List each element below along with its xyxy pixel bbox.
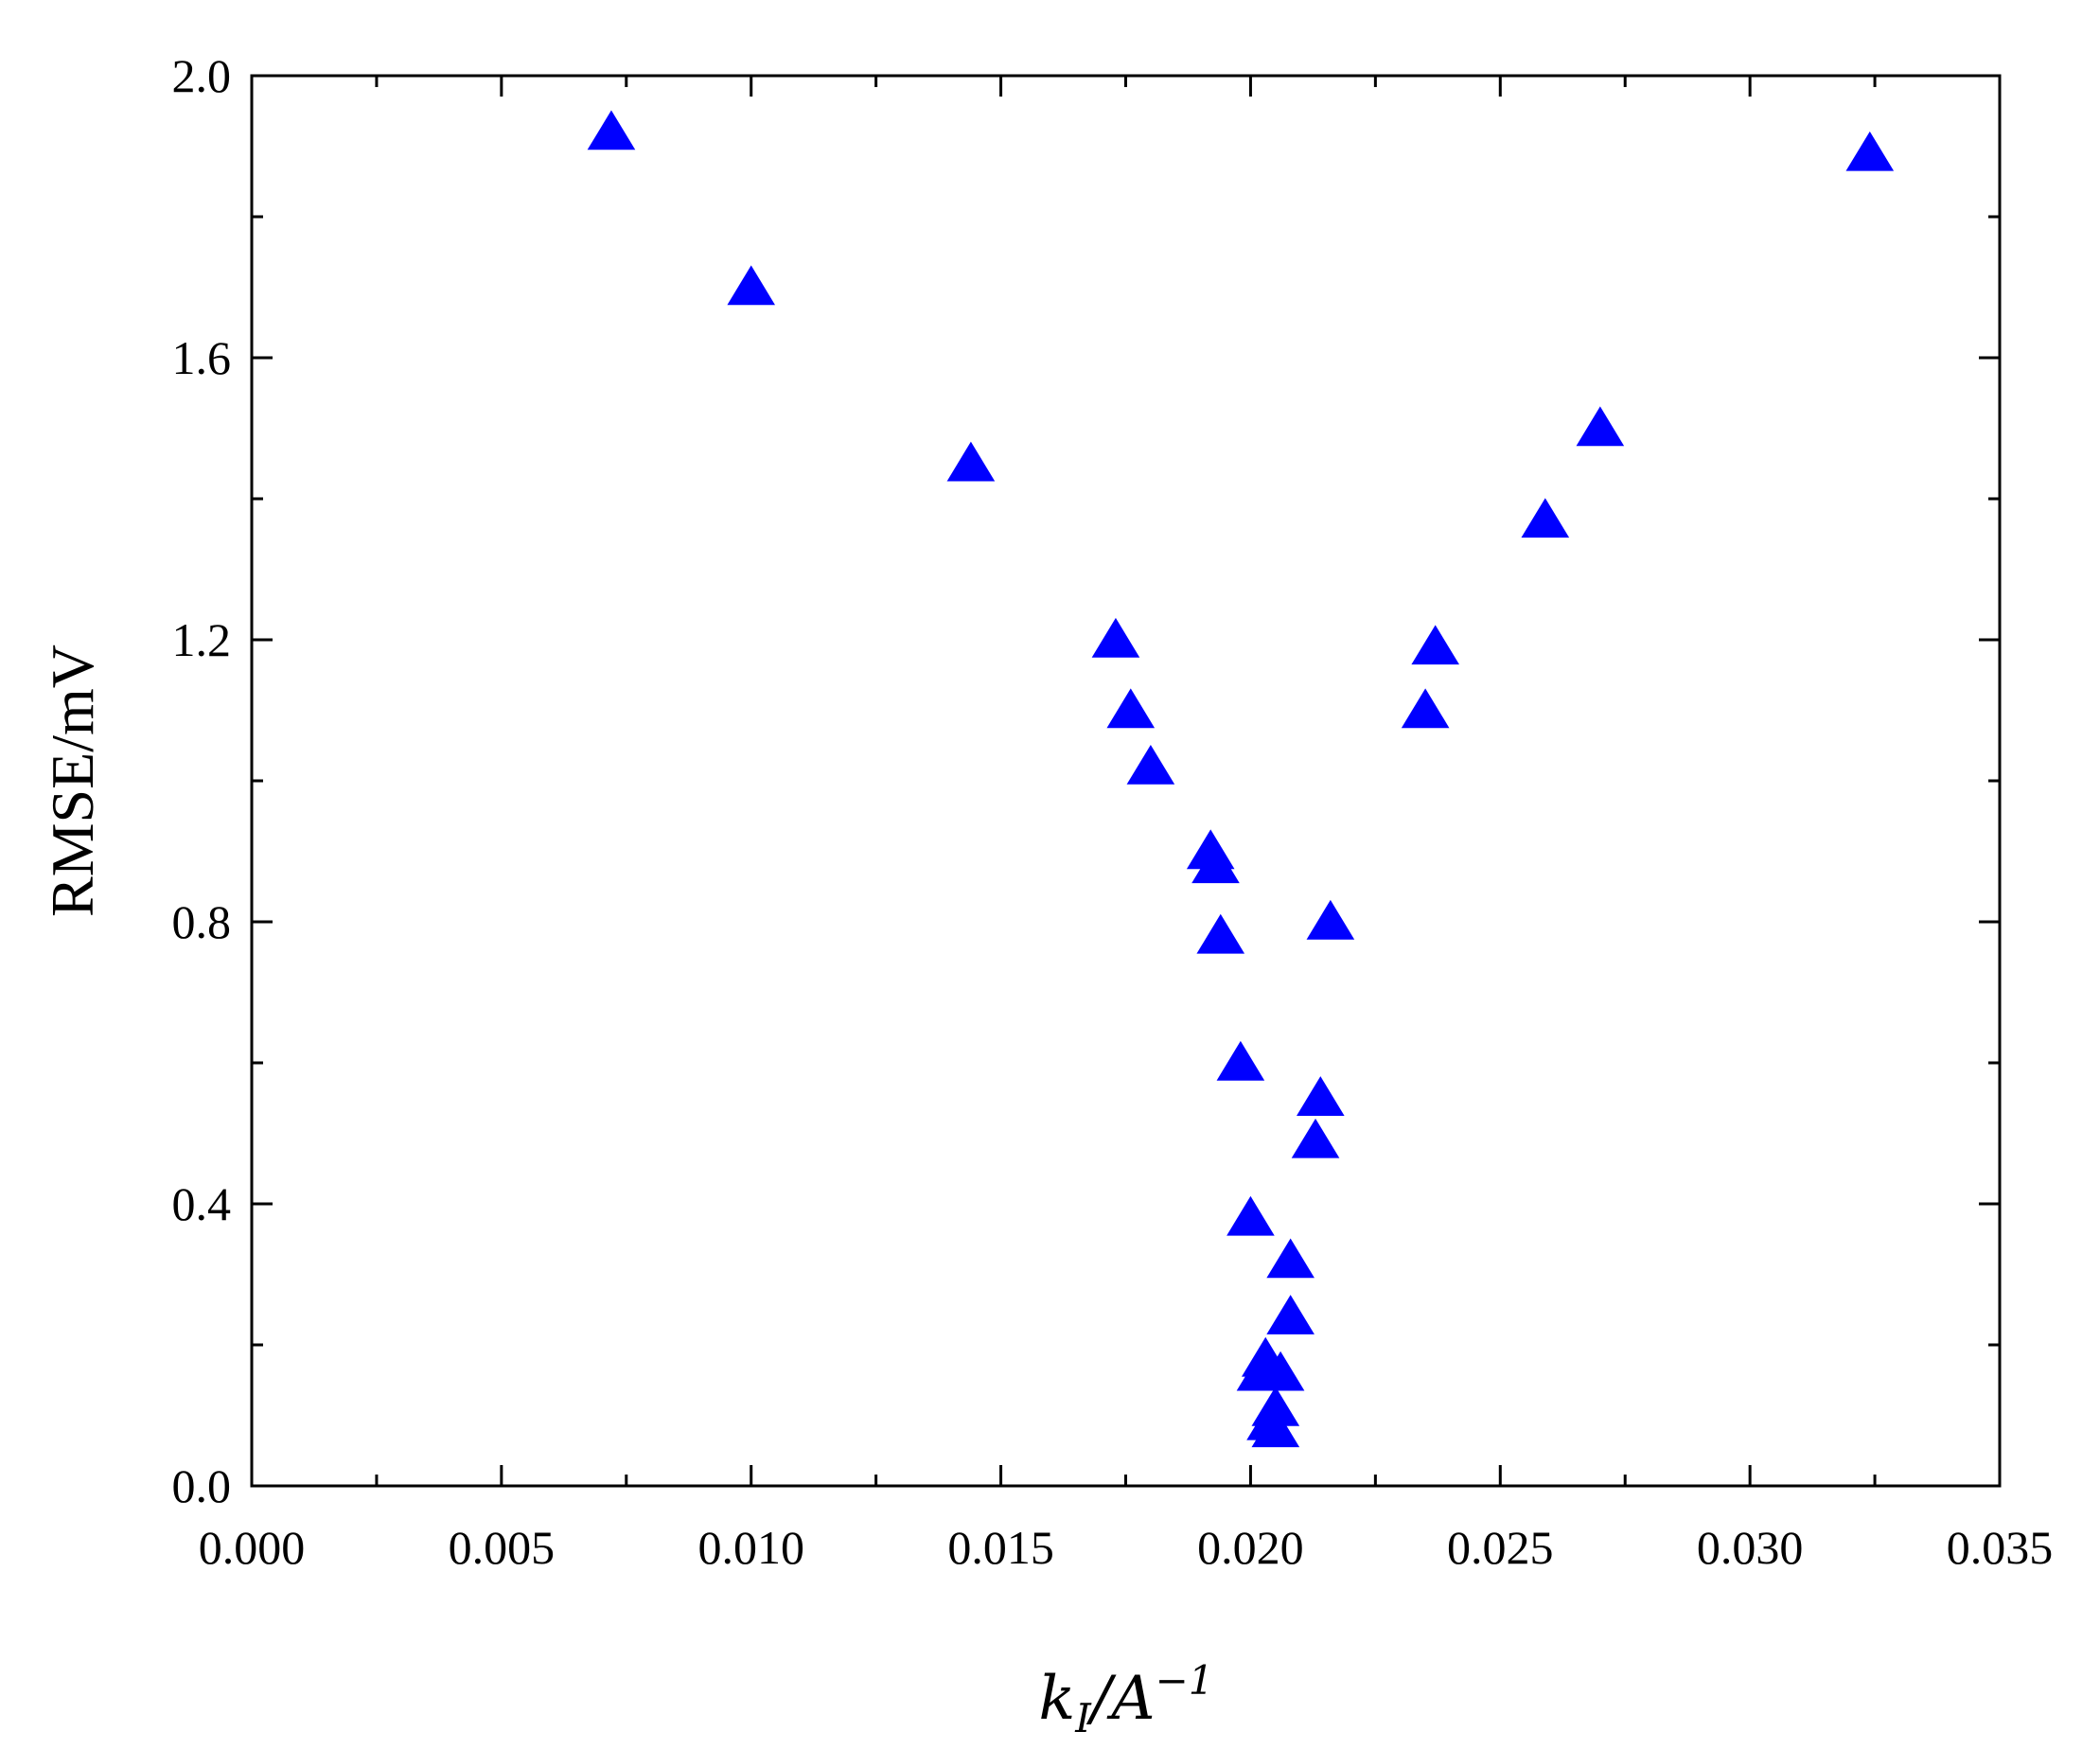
data-point (1521, 498, 1570, 539)
x-axis-title: kI/A−1 (1038, 1657, 1213, 1741)
x-tick-label: 0.015 (947, 1521, 1054, 1574)
y-tick-label: 0.8 (172, 895, 232, 948)
data-point (1401, 688, 1450, 729)
data-point (727, 265, 776, 306)
data-point (1266, 1238, 1315, 1279)
data-point (1191, 843, 1240, 884)
y-axis-title: RMSE/mV (39, 645, 106, 917)
data-markers (587, 110, 1895, 1448)
y-tick-label: 2.0 (172, 49, 232, 102)
data-point (1576, 406, 1625, 447)
data-point (1226, 1195, 1275, 1236)
data-point (1251, 1407, 1300, 1448)
data-point (1196, 913, 1245, 954)
y-axis: 0.0 0.4 0.8 1.2 1.6 2.0 (172, 49, 2000, 1512)
data-point (1306, 899, 1355, 940)
y-tick-label: 0.4 (172, 1177, 232, 1230)
data-point (1411, 625, 1459, 665)
data-point (1256, 1351, 1305, 1391)
data-point (587, 110, 636, 150)
data-point (1266, 1295, 1315, 1334)
data-point (1216, 1040, 1265, 1081)
x-tick-label: 0.030 (1697, 1521, 1804, 1574)
x-tick-label: 0.005 (449, 1521, 556, 1574)
y-tick-label: 1.2 (172, 613, 232, 666)
data-point (1091, 617, 1140, 658)
x-axis: 0.000 0.005 0.010 0.015 0.020 0.025 0.030 0.035 (199, 76, 2054, 1574)
data-point (1106, 688, 1156, 729)
x-tick-label: 0.035 (1947, 1521, 2054, 1574)
x-tick-label: 0.000 (199, 1521, 306, 1574)
y-tick-label: 0.0 (172, 1459, 232, 1512)
data-point (946, 441, 996, 482)
x-tick-label: 0.025 (1447, 1521, 1554, 1574)
data-point (1297, 1076, 1345, 1116)
data-point (1126, 745, 1175, 785)
plot-area (250, 74, 2002, 1488)
x-tick-label: 0.020 (1197, 1521, 1304, 1574)
x-tick-label: 0.010 (697, 1521, 804, 1574)
y-tick-label: 1.6 (172, 331, 232, 384)
data-point (1845, 131, 1895, 171)
data-point (1251, 1386, 1300, 1426)
data-point (1291, 1118, 1340, 1158)
